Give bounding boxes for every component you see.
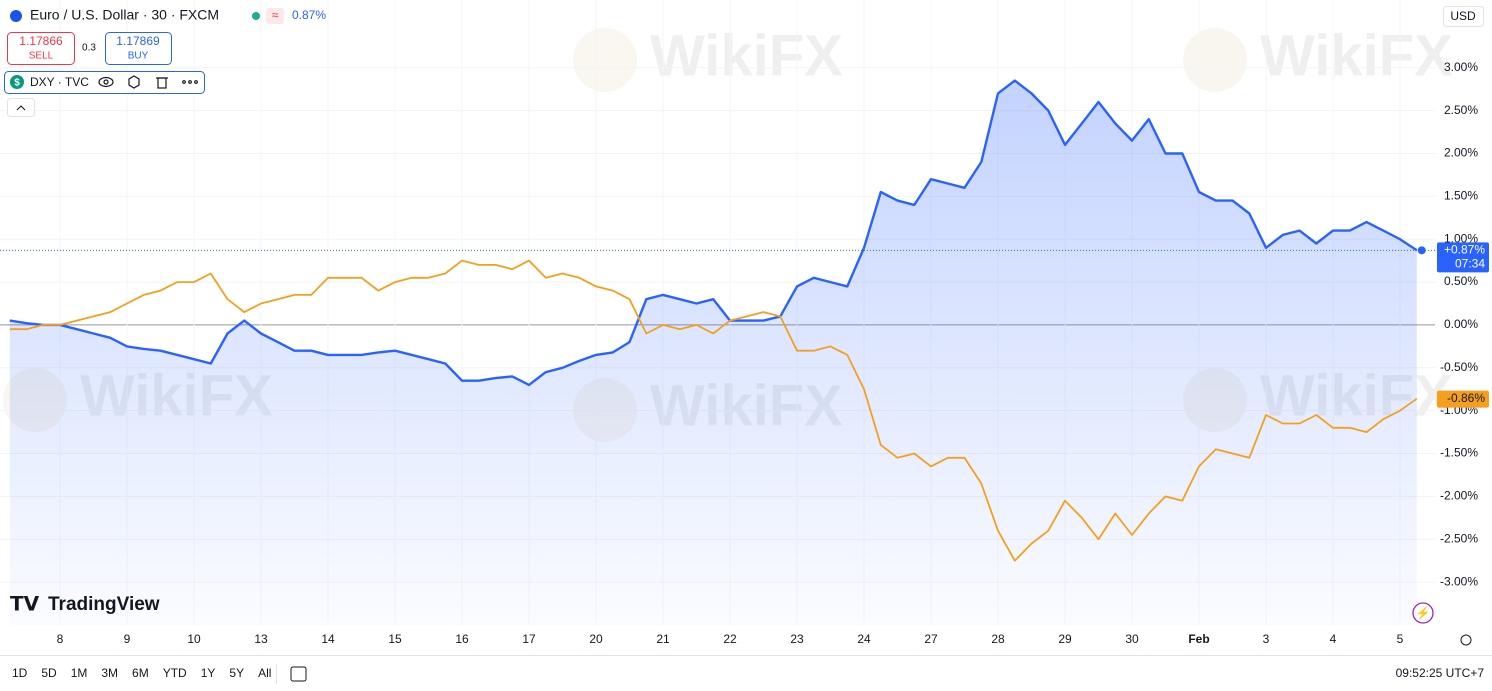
sell-button[interactable] xyxy=(7,32,75,65)
range-button[interactable]: YTD xyxy=(163,666,187,680)
watermark-logo xyxy=(573,28,637,92)
range-buttons: 1D 5D 1M 3M 6M YTD 1Y 5Y All xyxy=(12,666,271,680)
watermark-logo xyxy=(1183,28,1247,92)
x-tick-label: 8 xyxy=(57,632,64,646)
legend-name: DXY · TVC xyxy=(30,75,89,89)
range-button[interactable]: All xyxy=(258,666,271,680)
buy-price: 1.17869 xyxy=(116,34,160,48)
change[interactable]: 0.87% xyxy=(292,8,326,22)
last-value-tag xyxy=(1437,242,1489,273)
x-tick-label: 22 xyxy=(723,632,737,646)
y-tick-label: -2.50% xyxy=(1440,531,1478,545)
x-tick-label: 17 xyxy=(522,632,536,646)
clock: 09:52:25 UTC+7 xyxy=(1396,666,1485,680)
legend-tools[interactable] xyxy=(98,75,198,89)
currency: USD xyxy=(1450,9,1476,23)
alert-icon: ⚡ xyxy=(1416,606,1431,620)
brand-logo: 𝗧𝗩 xyxy=(10,593,40,615)
x-tick-label: 14 xyxy=(321,632,335,646)
brand: TradingView xyxy=(48,594,160,615)
x-tick-label: 10 xyxy=(187,632,201,646)
date-range-button[interactable] xyxy=(290,666,307,682)
x-tick-label: 20 xyxy=(589,632,603,646)
range-button[interactable]: 1M xyxy=(71,666,88,680)
alert-button[interactable] xyxy=(1412,602,1434,624)
symbol-icon xyxy=(10,10,22,22)
x-tick-label: 13 xyxy=(254,632,268,646)
x-tick-label: 4 xyxy=(1330,632,1337,646)
y-tick-label: 0.50% xyxy=(1444,274,1478,288)
range-button[interactable]: 1Y xyxy=(201,666,216,680)
x-tick-label: 5 xyxy=(1397,632,1404,646)
range-button[interactable]: 1D xyxy=(12,666,28,680)
plot xyxy=(0,67,1435,626)
buy-button[interactable] xyxy=(105,32,172,65)
x-tick-label: Feb xyxy=(1188,632,1209,646)
y-tick-label: 0.00% xyxy=(1444,317,1478,331)
status-icon: ≈ xyxy=(272,8,279,22)
last-value-label: -0.86% xyxy=(1447,391,1485,405)
range-button[interactable]: 6M xyxy=(132,666,149,680)
y-tick-label: 3.00% xyxy=(1444,60,1478,74)
last-point xyxy=(1417,246,1426,255)
legend-icon-glyph: $ xyxy=(14,78,20,89)
symbol: Euro / U.S. Dollar · 30 · FXCM xyxy=(30,7,219,23)
x-tick-label: 23 xyxy=(790,632,804,646)
x-tick-label: 16 xyxy=(455,632,469,646)
x-tick-label: 24 xyxy=(857,632,871,646)
y-tick-label: 1.50% xyxy=(1444,189,1478,203)
y-tick-label: -0.50% xyxy=(1440,360,1478,374)
line xyxy=(9,259,1418,562)
x-tick-label: 21 xyxy=(656,632,670,646)
sell-label: SELL xyxy=(29,51,54,62)
y-tick-label: -1.50% xyxy=(1440,446,1478,460)
watermark: WikiFX xyxy=(650,23,843,88)
area xyxy=(9,80,1417,626)
currency-button[interactable] xyxy=(1443,6,1484,27)
sell-price: 1.17866 xyxy=(19,34,63,48)
y-tick-label: -3.00% xyxy=(1440,574,1478,588)
x-tick-label: 29 xyxy=(1058,632,1072,646)
range-button[interactable]: 5D xyxy=(41,666,57,680)
collapse-button[interactable] xyxy=(7,98,35,117)
collapse-icon xyxy=(16,105,26,111)
y-tick-label: 1.00% xyxy=(1444,231,1478,245)
status-dot xyxy=(252,12,260,20)
spread: 0.3 xyxy=(82,43,96,54)
watermark: WikiFX xyxy=(1260,23,1453,88)
x-tick-label: 3 xyxy=(1263,632,1270,646)
last-value-tag xyxy=(1437,390,1489,408)
y-tick-label: 2.00% xyxy=(1444,146,1478,160)
line xyxy=(9,79,1418,387)
last-value-label: +0.87% xyxy=(1444,243,1485,257)
range-button[interactable]: 5Y xyxy=(229,666,244,680)
x-tick-label: 27 xyxy=(924,632,938,646)
y-tick-label: 2.50% xyxy=(1444,103,1478,117)
buy-label: BUY xyxy=(128,51,149,62)
y-tick-label: -2.00% xyxy=(1440,489,1478,503)
x-tick-label: 30 xyxy=(1125,632,1139,646)
x-tick-label: 28 xyxy=(991,632,1005,646)
x-tick-label: 9 xyxy=(124,632,131,646)
range-button[interactable]: 3M xyxy=(101,666,118,680)
countdown: 07:34 xyxy=(1455,257,1485,271)
settings-button[interactable] xyxy=(1460,634,1472,646)
status-badge xyxy=(266,8,284,24)
x-tick-label: 15 xyxy=(388,632,402,646)
legend-icon xyxy=(10,75,24,89)
